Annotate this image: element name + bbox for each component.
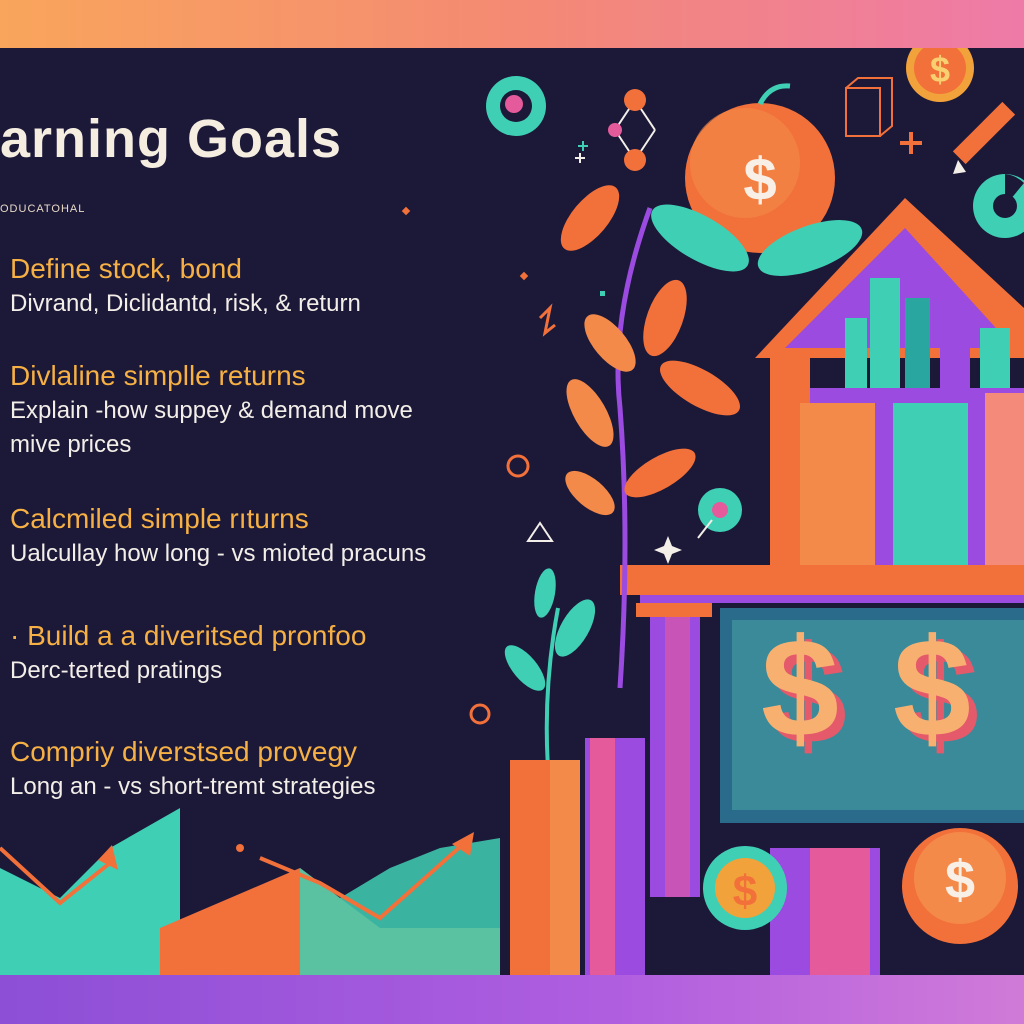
document-icon — [845, 77, 893, 137]
svg-text:$: $ — [893, 609, 971, 766]
trend-arrow-icon — [0, 808, 500, 975]
bottom-gradient-band — [0, 975, 1024, 1024]
plant-icon — [504, 185, 863, 769]
page-title: arning Goals — [0, 109, 343, 169]
goal-item-4: · Build a a diveritsed pronfoo Derc-tert… — [10, 620, 366, 686]
coin-stack-right: $ — [902, 828, 1018, 944]
top-gradient-band — [0, 0, 1024, 48]
dollar-coin-icon: $ — [906, 48, 974, 102]
goal-item-2: Divlaline simplle returns Explain -how s… — [10, 360, 413, 460]
svg-text:$: $ — [901, 616, 979, 773]
goal-item-5: Compriy diverstsed provegy Long an - vs … — [10, 736, 375, 802]
pencil-icon — [952, 101, 1016, 174]
svg-text:$: $ — [761, 609, 839, 766]
house-icon — [755, 198, 1024, 568]
building-base: $ $ $ $ — [620, 565, 1024, 897]
goal-heading: Divlaline simplle returns — [10, 360, 306, 391]
goal-item-1: Define stock, bond Divrand, Diclidantd, … — [10, 253, 361, 319]
svg-text:$: $ — [769, 616, 847, 773]
goal-detail: Ualcullay how long - vs mioted pracuns — [10, 540, 427, 567]
page-subtitle: oducatohal — [0, 203, 86, 215]
goal-detail: Derc-terted pratings — [10, 657, 223, 684]
goal-detail: Explain -how suppey & demand move — [10, 397, 413, 424]
svg-text:$: $ — [743, 146, 776, 213]
pie-chart-icon — [973, 174, 1024, 238]
svg-text:$: $ — [733, 867, 757, 916]
goal-detail: Long an - vs short-tremt strategies — [10, 773, 376, 800]
goal-heading: Calcmiled simple rıturns — [10, 503, 309, 534]
goal-heading: Compriy diverstsed provegy — [10, 736, 358, 767]
goal-detail-continued: mive prices — [10, 431, 132, 458]
goal-item-3: Calcmiled simple rıturns Ualcullay how l… — [10, 503, 426, 569]
sparkle-decorations — [236, 132, 922, 852]
svg-text:$: $ — [930, 49, 950, 90]
goal-detail: Divrand, Diclidantd, risk, & return — [10, 290, 361, 317]
svg-text:$: $ — [945, 850, 975, 910]
slide-canvas: $ $ — [0, 48, 1024, 975]
goal-heading: · Build a a diveritsed pronfoo — [10, 620, 367, 651]
bar-chart-icon — [510, 738, 880, 975]
goal-heading: Define stock, bond — [10, 253, 242, 284]
orb-icon — [486, 76, 546, 136]
coin-stack-left: $ — [703, 846, 787, 930]
illustration: $ $ — [0, 48, 1024, 975]
dollar-fruit-icon: $ — [685, 83, 835, 253]
molecule-icon — [608, 89, 656, 171]
